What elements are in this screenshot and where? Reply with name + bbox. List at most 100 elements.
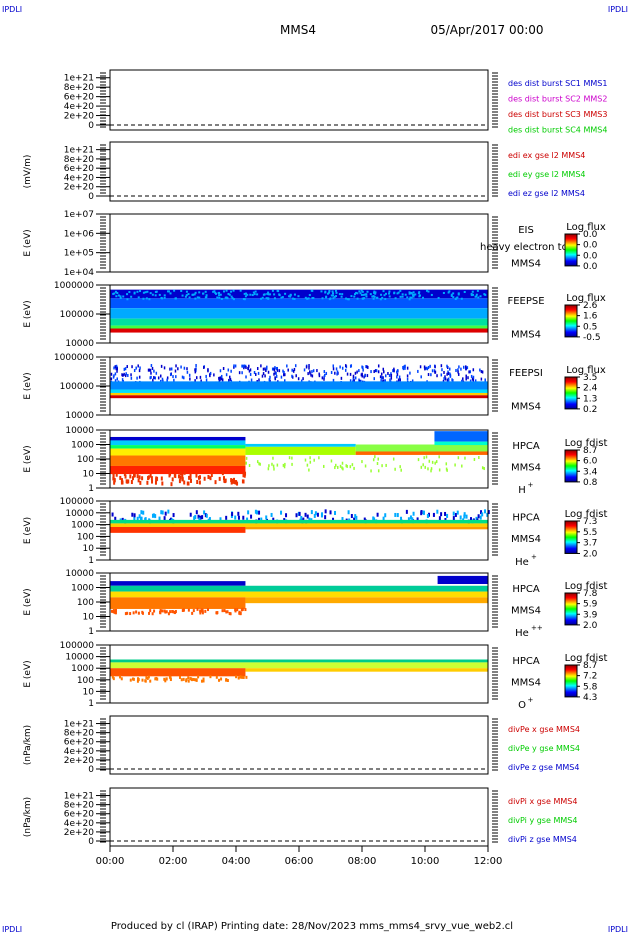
y-tick-label: 8e+20: [64, 83, 95, 93]
panel-hpca_he-spectrogram: [110, 509, 490, 533]
y-tick-label: 0: [88, 121, 94, 131]
colorbar-tick-label: 2.0: [583, 549, 598, 559]
spacecraft-label: MMS4: [511, 677, 541, 688]
y-tick-label: 10000: [65, 653, 94, 663]
species-charge: ++: [531, 624, 543, 632]
colorbar: [564, 304, 578, 338]
y-tick-label: 6e+20: [64, 738, 95, 748]
panel-edi_e-frame: [109, 141, 489, 202]
y-tick-label: 1000: [71, 664, 94, 674]
y-axis-label: E (eV): [23, 229, 33, 256]
instrument-label: HPCA: [512, 584, 540, 595]
y-tick-label: 4e+20: [64, 819, 95, 829]
colorbar-tick-label: 0.0: [583, 262, 598, 272]
colorbar: [564, 520, 578, 554]
y-axis-label: E (eV): [23, 660, 33, 687]
legend-entry: divPe x gse MMS4: [508, 725, 580, 734]
footer-text: Produced by cl (IRAP) Printing date: 28/…: [111, 921, 513, 932]
y-tick-label: 2e+20: [64, 756, 95, 766]
y-tick-label: 10: [83, 687, 95, 697]
colorbar: [564, 664, 578, 698]
instrument-label: FEEPSI: [509, 368, 543, 379]
legend-entry: des dist burst SC3 MMS3: [508, 110, 607, 119]
legend-entry: des dist burst SC2 MMS2: [508, 95, 607, 104]
legend-entry: divPi x gse MMS4: [508, 797, 577, 806]
panel-feeps_i-spectrogram: [110, 363, 488, 399]
colorbar-tick-label: 6.0: [583, 457, 598, 467]
y-tick-label: 100: [77, 598, 94, 608]
panel-feeps_i: 1000000 100000 10000 E (eV) FEEPSI MMS4 Log fl…: [23, 353, 606, 421]
time-tick-label: 10:00: [411, 856, 440, 867]
y-tick-label: 10000: [65, 509, 94, 519]
panel-hpca_he-frame: [109, 500, 489, 561]
y-tick-label: 2e+20: [64, 828, 95, 838]
y-tick-label: 10000: [65, 411, 94, 421]
y-tick-label: 1e+21: [64, 792, 94, 802]
y-tick-label: 2e+20: [64, 112, 95, 122]
y-tick-label: 100000: [60, 641, 95, 651]
y-tick-label: 1e+21: [64, 720, 94, 730]
y-tick-label: 6e+20: [64, 810, 95, 820]
header-date: 05/Apr/2017 00:00: [430, 23, 543, 37]
y-tick-label: 6e+20: [64, 164, 95, 174]
panel-hpca_h: 10000 1000 100 10 1 E (eV) HPCA MMS4 H + Log fdist…: [23, 426, 607, 496]
colorbar-tick-label: 2.0: [583, 621, 598, 631]
y-tick-label: 0: [88, 192, 94, 202]
spacecraft-label: MMS4: [511, 605, 541, 616]
y-tick-label: 4e+20: [64, 173, 95, 183]
y-tick-label: 8e+20: [64, 801, 95, 811]
y-tick-label: 100000: [60, 310, 95, 320]
colorbar-tick-label: 5.9: [583, 600, 598, 610]
legend-entry: edi ey gse l2 MMS4: [508, 170, 586, 179]
spacecraft-label: MMS4: [511, 329, 541, 340]
y-tick-label: 1e+21: [64, 146, 94, 156]
legend-entry: edi ex gse l2 MMS4: [508, 151, 585, 160]
panel-hpca_o-spectrogram: [110, 659, 488, 683]
instrument-label: HPCA: [512, 441, 540, 452]
y-tick-label: 1: [88, 556, 94, 566]
species-label: O: [518, 700, 526, 711]
colorbar-title: Log flux: [566, 365, 606, 376]
species-charge: +: [528, 696, 534, 704]
colorbar-tick-label: 0.8: [583, 478, 598, 488]
colorbar-tick-label: 0.0: [583, 230, 598, 240]
colorbar-title: Log fdist: [565, 438, 608, 449]
y-tick-label: 1e+07: [64, 210, 94, 220]
spacecraft-label: MMS4: [511, 401, 541, 412]
colorbar: [564, 376, 578, 410]
instrument-label: FEEPSE: [507, 296, 544, 307]
corner-label-bottom-right: IPDLI: [608, 925, 628, 934]
y-axis-label: (nPa/km): [23, 725, 33, 765]
y-tick-label: 0: [88, 765, 94, 775]
legend-entry: des dist burst SC1 MMS1: [508, 79, 607, 88]
overlay-text: heavy electron to: [480, 242, 568, 253]
y-tick-label: 100000: [60, 382, 95, 392]
legend-entry: edi ez gse l2 MMS4: [508, 189, 585, 198]
species-charge: +: [528, 481, 534, 489]
y-axis-label: E (eV): [23, 445, 33, 472]
instrument-label: HPCA: [512, 656, 540, 667]
legend-entry: divPi z gse MMS4: [508, 835, 577, 844]
colorbar-tick-label: 7.8: [583, 589, 598, 599]
legend-entry: des dist burst SC4 MMS4: [508, 126, 607, 135]
colorbar: [564, 449, 578, 483]
panel-feeps_e: 1000000 100000 10000 E (eV) FEEPSE MMS4 Log fl…: [23, 281, 606, 349]
y-tick-label: 10: [83, 470, 95, 480]
panel-hpca_o-frame: [109, 644, 489, 704]
y-tick-label: 10000: [65, 339, 94, 349]
y-tick-label: 1e+04: [64, 268, 95, 278]
panel-divpe-frame: [109, 715, 489, 775]
colorbar-title: Log flux: [566, 293, 606, 304]
legend-entry: divPe z gse MMS4: [508, 763, 579, 772]
time-tick-label: 12:00: [474, 856, 503, 867]
colorbar-title: Log fdist: [565, 581, 608, 592]
colorbar-tick-label: 3.9: [583, 610, 598, 620]
colorbar-tick-label: 5.5: [583, 528, 597, 538]
